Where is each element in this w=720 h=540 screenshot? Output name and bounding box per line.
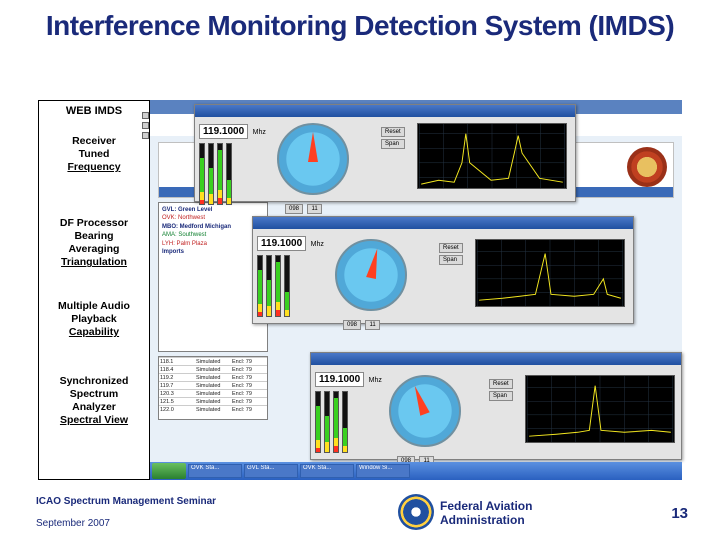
freq-table-cell: Simulated (195, 391, 231, 397)
spectrum-display[interactable] (525, 375, 675, 443)
compass-value-box[interactable]: 11 (365, 320, 379, 330)
faa-seal-icon (398, 494, 434, 530)
freq-table-row[interactable]: 119.7SimulatedEncl: 79 (159, 381, 267, 389)
freq-table-cell: 118.4 (159, 367, 195, 373)
footer-org: Federal Aviation Administration (440, 500, 532, 528)
freq-table-cell: Simulated (195, 407, 231, 413)
freq-table-cell: Simulated (195, 399, 231, 405)
start-button[interactable] (152, 463, 186, 479)
freq-table-cell: Simulated (195, 367, 231, 373)
freq-table-row[interactable]: 122.0SimulatedEncl: 79 (159, 405, 267, 413)
callout-handles-1 (142, 112, 149, 139)
freq-unit-label: Mhz (253, 129, 266, 136)
compass-display[interactable] (277, 123, 349, 195)
vu-meter (257, 255, 329, 317)
compass-display[interactable] (389, 375, 461, 447)
window-titlebar[interactable] (195, 105, 575, 117)
taskbar-item[interactable]: Window Si... (356, 464, 410, 478)
spectrum-display[interactable] (475, 239, 625, 307)
freq-table-row[interactable]: 120.3SimulatedEncl: 79 (159, 389, 267, 397)
app-window[interactable]: 119.1000 Mhz098 11ResetSpan (194, 104, 576, 202)
freq-table-cell: Encl: 79 (231, 399, 267, 405)
left-column-block: SynchronizedSpectrumAnalyzerSpectral Vie… (39, 371, 149, 432)
handle-icon (142, 112, 149, 119)
footer-date: September 2007 (36, 518, 110, 529)
slide-footer: ICAO Spectrum Management Seminar Septemb… (0, 490, 720, 540)
freq-table-cell: Encl: 79 (231, 407, 267, 413)
taskbar[interactable]: OVK Sta...GVL Sta...OVK Sta...Window Si.… (150, 462, 682, 480)
freq-table-cell: 118.1 (159, 359, 195, 365)
freq-unit-label: Mhz (311, 241, 324, 248)
compass-value-box[interactable]: 098 (343, 320, 361, 330)
screenshot-area: GVL: Green LevelOVK: NorthwestMBO: Medfo… (150, 100, 682, 480)
spectrum-button[interactable]: Reset (381, 127, 405, 137)
freq-table-cell: 119.2 (159, 375, 195, 381)
footer-org-line2: Administration (440, 513, 525, 527)
freq-table-cell: 121.5 (159, 399, 195, 405)
tree-item[interactable]: OVK: Northwest (162, 214, 264, 222)
spectrum-button[interactable]: Reset (489, 379, 513, 389)
frequency-readout[interactable]: 119.1000 (257, 236, 306, 251)
spectrum-button[interactable]: Span (439, 255, 463, 265)
footer-org-line1: Federal Aviation (440, 499, 532, 513)
freq-table-cell: Encl: 79 (231, 367, 267, 373)
app-window[interactable]: 119.1000 Mhz098 11ResetSpan (310, 352, 682, 460)
imds-seal-icon (627, 147, 667, 187)
left-column: WEB IMDS ReceiverTunedFrequency DF Proces… (38, 100, 150, 480)
spectrum-button[interactable]: Reset (439, 243, 463, 253)
frequency-readout[interactable]: 119.1000 (199, 124, 248, 139)
compass-display[interactable] (335, 239, 407, 311)
app-window[interactable]: 119.1000 Mhz098 11ResetSpan (252, 216, 634, 324)
freq-table-row[interactable]: 119.2SimulatedEncl: 79 (159, 373, 267, 381)
window-titlebar[interactable] (253, 217, 633, 229)
taskbar-item[interactable]: OVK Sta... (188, 464, 242, 478)
left-column-block: DF ProcessorBearingAveragingTriangulatio… (39, 213, 149, 274)
compass-value-box[interactable]: 11 (307, 204, 321, 214)
freq-unit-label: Mhz (369, 377, 382, 384)
freq-table-row[interactable]: 118.4SimulatedEncl: 79 (159, 365, 267, 373)
handle-icon (142, 122, 149, 129)
content-area: WEB IMDS ReceiverTunedFrequency DF Proces… (38, 100, 682, 480)
freq-table-cell: Encl: 79 (231, 359, 267, 365)
slide-title: Interference Monitoring Detection System… (0, 0, 720, 48)
tree-item[interactable]: AMA: Southwest (162, 231, 264, 239)
footer-seminar: ICAO Spectrum Management Seminar (36, 496, 216, 507)
frequency-readout[interactable]: 119.1000 (315, 372, 364, 387)
frequency-table[interactable]: 118.1SimulatedEncl: 79118.4SimulatedEncl… (158, 356, 268, 420)
freq-table-cell: Simulated (195, 359, 231, 365)
freq-table-row[interactable]: 118.1SimulatedEncl: 79 (159, 357, 267, 365)
tree-item[interactable]: MBO: Medford Michigan (162, 223, 264, 231)
freq-table-cell: 119.7 (159, 383, 195, 389)
tree-item[interactable]: Imports (162, 248, 264, 256)
left-column-heading: WEB IMDS (39, 101, 149, 125)
freq-table-cell: Simulated (195, 375, 231, 381)
taskbar-item[interactable]: GVL Sta... (244, 464, 298, 478)
spectrum-display[interactable] (417, 123, 567, 189)
taskbar-item[interactable]: OVK Sta... (300, 464, 354, 478)
freq-table-cell: Simulated (195, 383, 231, 389)
tree-item[interactable]: LYH: Palm Plaza (162, 240, 264, 248)
handle-icon (142, 132, 149, 139)
freq-table-row[interactable]: 121.5SimulatedEncl: 79 (159, 397, 267, 405)
spectrum-button[interactable]: Span (381, 139, 405, 149)
left-column-block: ReceiverTunedFrequency (39, 131, 149, 178)
freq-table-cell: 120.3 (159, 391, 195, 397)
vu-meter (199, 143, 271, 205)
freq-table-cell: Encl: 79 (231, 375, 267, 381)
left-column-block: Multiple AudioPlaybackCapability (39, 296, 149, 343)
spectrum-button[interactable]: Span (489, 391, 513, 401)
window-titlebar[interactable] (311, 353, 681, 365)
page-number: 13 (671, 505, 688, 522)
compass-value-box[interactable]: 098 (285, 204, 303, 214)
freq-table-cell: Encl: 79 (231, 391, 267, 397)
vu-meter (315, 391, 387, 453)
freq-table-cell: Encl: 79 (231, 383, 267, 389)
freq-table-cell: 122.0 (159, 407, 195, 413)
